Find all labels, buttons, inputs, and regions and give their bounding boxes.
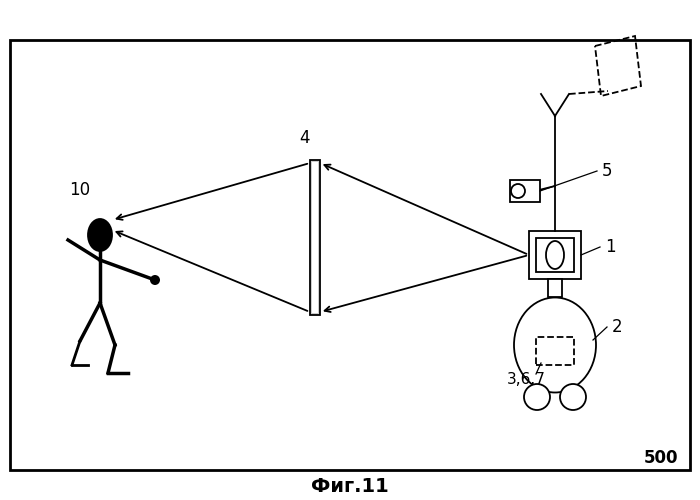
Ellipse shape	[546, 241, 564, 269]
Bar	[536, 337, 574, 365]
Bar	[548, 279, 562, 297]
Text: 500: 500	[643, 449, 678, 467]
Text: 1: 1	[605, 238, 615, 256]
Bar	[510, 180, 540, 202]
Bar	[10, 40, 690, 470]
Bar	[312, 162, 318, 313]
Text: 5: 5	[602, 162, 612, 180]
Circle shape	[560, 384, 586, 410]
Bar	[529, 231, 581, 279]
Text: 2: 2	[612, 318, 622, 336]
Text: 10: 10	[69, 181, 90, 199]
Bar	[310, 160, 320, 315]
Text: 3,6.7: 3,6.7	[507, 372, 545, 388]
Bar	[536, 238, 574, 272]
Text: 4: 4	[300, 129, 310, 147]
Ellipse shape	[88, 219, 112, 251]
Text: Фиг.11: Фиг.11	[311, 476, 389, 496]
Ellipse shape	[514, 298, 596, 392]
Circle shape	[150, 275, 160, 285]
Circle shape	[524, 384, 550, 410]
Circle shape	[511, 184, 525, 198]
